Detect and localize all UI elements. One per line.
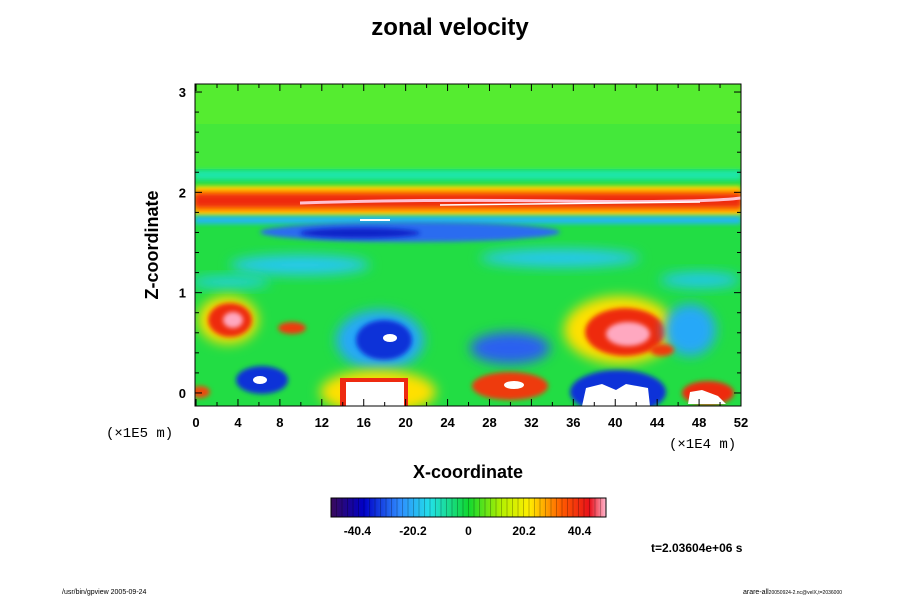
colorbar-tick-label: -20.2 xyxy=(399,524,427,538)
y-axis-label: Z-coordinate xyxy=(142,190,162,299)
x-axis-label: X-coordinate xyxy=(413,462,523,482)
colorbar-ticks: -40.4 -20.2 0 20.2 40.4 xyxy=(330,498,607,538)
x-tick-label: 0 xyxy=(192,415,199,430)
x-tick-label: 40 xyxy=(608,415,622,430)
footer-command: /usr/bin/gpview 2005-09-24 xyxy=(62,589,147,596)
x-tick-label: 8 xyxy=(276,415,283,430)
x-tick-label: 32 xyxy=(524,415,538,430)
x-tick-label: 24 xyxy=(440,415,455,430)
footer-source: arare-all20050924-2.nc@velX,t=2036000 xyxy=(743,589,842,596)
y-tick-label: 1 xyxy=(179,286,186,301)
colorbar-tick-label: -40.4 xyxy=(344,524,372,538)
y-tick-label: 3 xyxy=(179,85,186,100)
footer-source-main: arare-all xyxy=(742,589,769,596)
colorbar-tick-label: 20.2 xyxy=(512,524,536,538)
x-tick-label: 4 xyxy=(234,415,242,430)
footer-source-detail: 20050924-2.nc@velX,t=2036000 xyxy=(768,590,842,596)
y-tick-label: 2 xyxy=(179,185,186,200)
colorbar-tick-label: 0 xyxy=(465,524,472,538)
plot-frame xyxy=(194,83,742,407)
x-tick-label: 52 xyxy=(734,415,748,430)
x-tick-label: 44 xyxy=(650,415,665,430)
x-tick-label: 28 xyxy=(482,415,496,430)
time-label: t=2.03604e+06 s xyxy=(651,541,743,555)
chart-title: zonal velocity xyxy=(371,14,529,41)
y-ticks: 0 1 2 3 xyxy=(179,85,741,401)
x-tick-label: 48 xyxy=(692,415,706,430)
x-ticks: 0 4 8 12 16 20 24 28 32 36 40 44 48 52 xyxy=(192,84,748,430)
x-unit-label: (×1E4 m) xyxy=(669,437,737,453)
x-tick-label: 16 xyxy=(356,415,370,430)
x-tick-label: 12 xyxy=(315,415,329,430)
heatmap-field xyxy=(195,84,741,406)
x-tick-label: 20 xyxy=(398,415,412,430)
y-unit-label: (×1E5 m) xyxy=(106,426,174,442)
colorbar-tick-label: 40.4 xyxy=(568,524,592,538)
y-tick-label: 0 xyxy=(179,386,186,401)
x-tick-label: 36 xyxy=(566,415,580,430)
